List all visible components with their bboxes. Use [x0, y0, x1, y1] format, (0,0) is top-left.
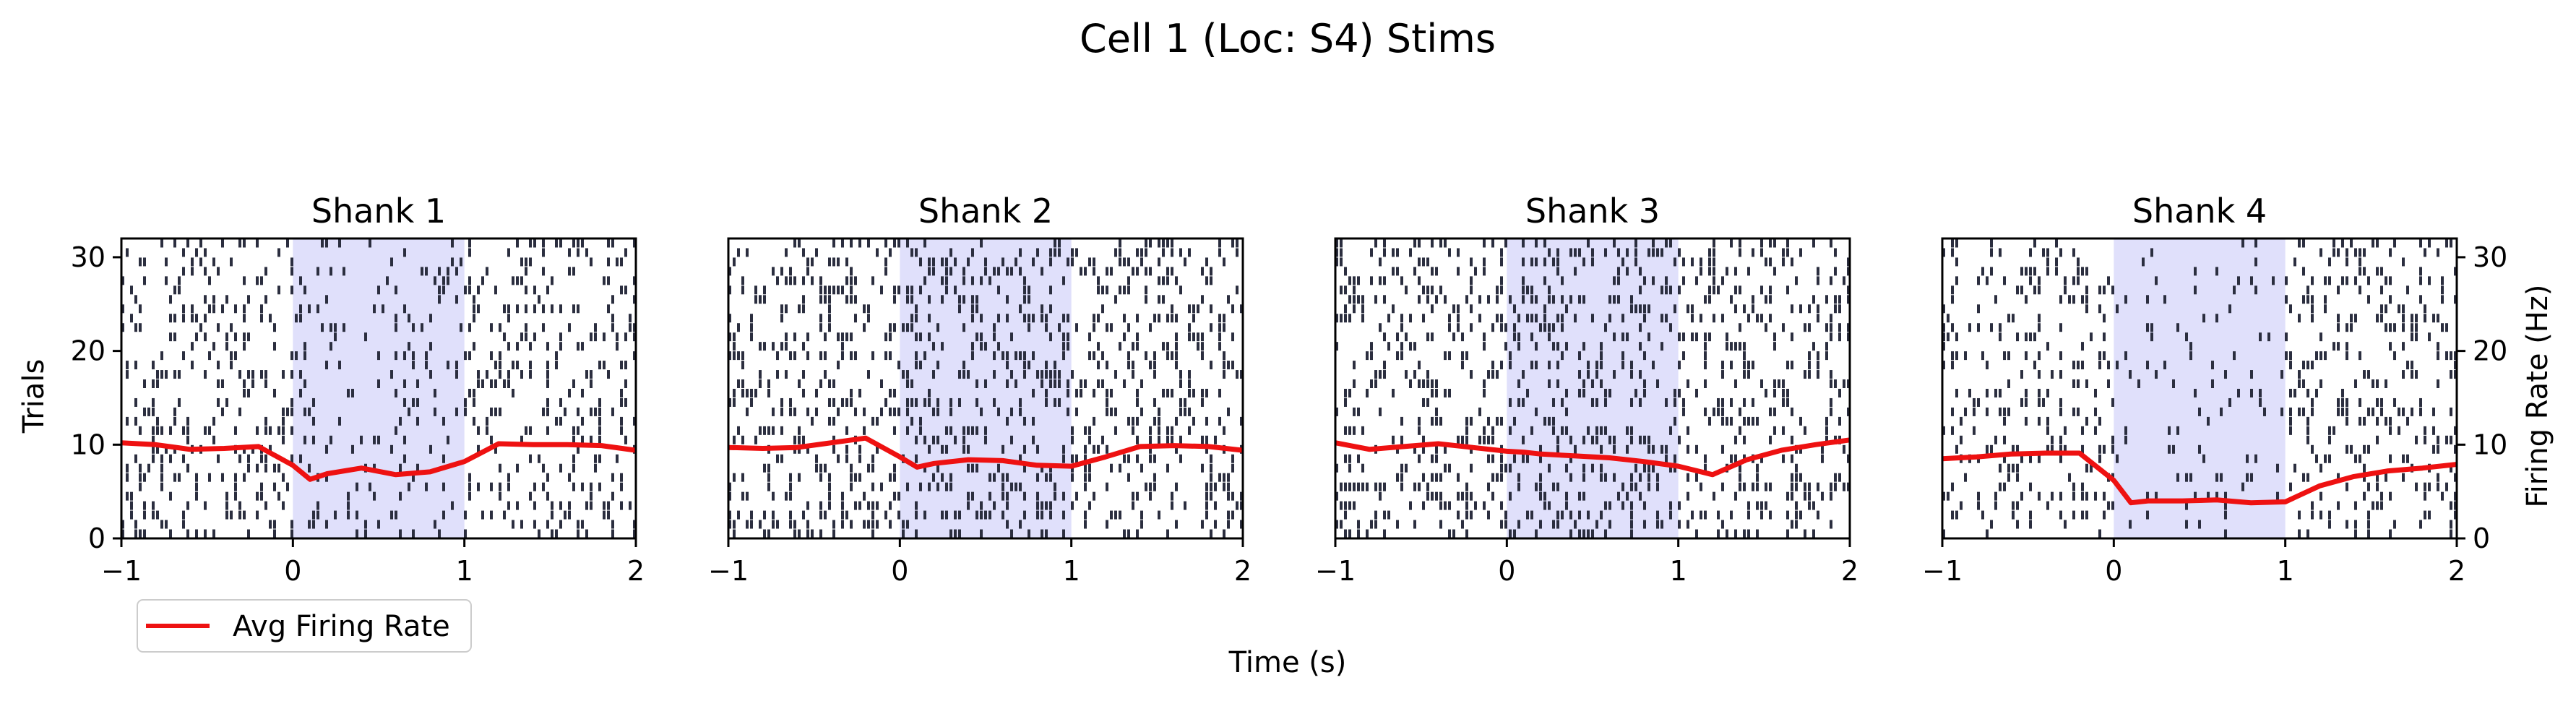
panel-title: Shank 2 — [918, 192, 1053, 231]
x-tick-label: 1 — [1063, 555, 1080, 587]
x-tick-label: −1 — [1315, 555, 1356, 587]
axes-frame — [120, 237, 637, 540]
y-tick-label: 30 — [2473, 241, 2507, 273]
x-tick-label: 2 — [2448, 555, 2465, 587]
x-tick-label: −1 — [708, 555, 749, 587]
spike-raster — [728, 238, 1243, 538]
y-tick-label: 0 — [88, 522, 105, 554]
x-tick-label: 0 — [1498, 555, 1515, 587]
y-tick-label: 20 — [2473, 335, 2507, 367]
x-tick-label: −1 — [1922, 555, 1963, 587]
y-axis-label-right: Firing Rate (Hz) — [2521, 285, 2554, 508]
x-tick-label: −1 — [101, 555, 142, 587]
figure-title: Cell 1 (Loc: S4) Stims — [1080, 16, 1496, 61]
axes-frame — [1941, 237, 2458, 540]
x-tick-label: 0 — [891, 555, 908, 587]
stim-window — [2114, 238, 2286, 538]
y-axis-label-left: Trials — [17, 359, 51, 434]
spike-raster — [1335, 238, 1850, 538]
legend-label: Avg Firing Rate — [233, 610, 450, 643]
y-tick-label: 0 — [2473, 522, 2490, 554]
y-tick-label: 10 — [2473, 429, 2507, 460]
stim-window — [293, 238, 465, 538]
panel: Shank 3 −1 0 1 2 — [1315, 192, 1858, 587]
x-tick-label: 2 — [1841, 555, 1858, 587]
spike-raster — [121, 238, 636, 538]
axes-frame — [1334, 237, 1851, 540]
x-tick-label: 2 — [627, 555, 645, 587]
x-tick-label: 0 — [284, 555, 301, 587]
x-tick-label: 0 — [2105, 555, 2122, 587]
x-tick-label: 1 — [1670, 555, 1687, 587]
rate-line — [728, 435, 1244, 470]
rate-line — [121, 440, 637, 482]
spike-raster — [1942, 238, 2457, 538]
panel-title: Shank 4 — [2132, 192, 2267, 231]
x-axis-label: Time (s) — [1228, 646, 1347, 679]
legend-box — [137, 599, 472, 653]
x-tick-label: 1 — [2277, 555, 2294, 587]
x-tick-label: 2 — [1234, 555, 1252, 587]
panel-title: Shank 3 — [1525, 192, 1660, 231]
y-tick-label: 10 — [71, 429, 105, 460]
y-tick-label: 20 — [71, 335, 105, 367]
legend: Avg Firing Rate — [137, 599, 472, 653]
rate-line — [1335, 437, 1851, 478]
y-tick-label: 30 — [71, 241, 105, 273]
rate-line — [1942, 450, 2457, 506]
panel: Shank 2 −1 0 1 2 — [708, 192, 1252, 587]
x-tick-label: 1 — [456, 555, 473, 587]
axes-frame — [727, 237, 1244, 540]
panel-title: Shank 1 — [311, 192, 446, 231]
